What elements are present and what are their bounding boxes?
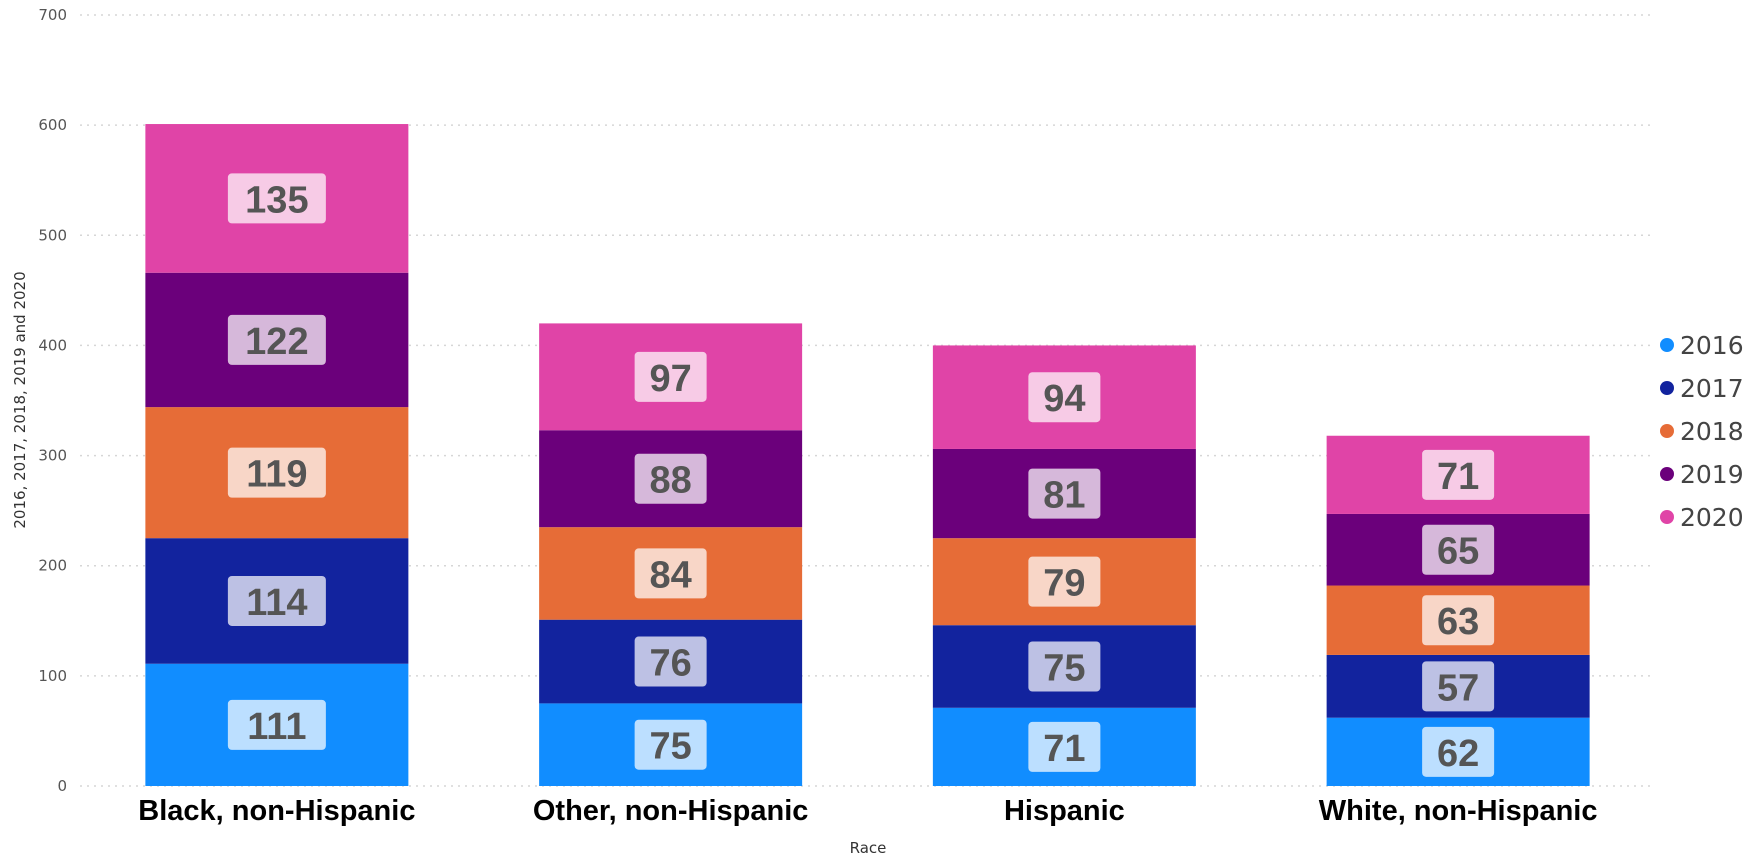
legend-label: 2017 xyxy=(1680,374,1744,403)
x-tick-label: Black, non-Hispanic xyxy=(138,795,415,827)
data-label-background xyxy=(227,575,326,626)
data-label: 111 xyxy=(247,706,306,748)
data-label: 119 xyxy=(246,454,307,496)
data-label-background xyxy=(227,447,326,498)
data-label-background xyxy=(227,699,326,750)
data-label: 62 xyxy=(1437,733,1479,775)
data-label: 57 xyxy=(1437,667,1479,709)
data-label: 63 xyxy=(1437,601,1479,643)
data-label-background xyxy=(1028,468,1101,519)
data-label: 75 xyxy=(1043,647,1085,689)
data-label: 71 xyxy=(1437,456,1479,498)
data-label: 114 xyxy=(246,582,307,624)
y-axis-title: 2016, 2017, 2018, 2019 and 2020 xyxy=(11,271,29,528)
bars: 111 114 119 122 135 75 76 84 88 97 71 75 79 81 94 62 57 6… xyxy=(145,124,1590,786)
x-tick-label: White, non-Hispanic xyxy=(1319,795,1598,827)
data-label: 76 xyxy=(649,643,691,685)
data-label: 75 xyxy=(649,726,691,768)
y-tick-label: 0 xyxy=(57,777,67,795)
data-label-background xyxy=(1028,372,1101,423)
x-tick-label: Other, non-Hispanic xyxy=(533,795,809,827)
data-label-background xyxy=(1422,524,1495,575)
y-tick-label: 200 xyxy=(38,557,67,575)
legend-label: 2018 xyxy=(1680,417,1744,446)
data-label-background xyxy=(227,314,326,365)
legend-marker xyxy=(1660,381,1674,395)
data-label: 84 xyxy=(649,554,691,596)
x-axis-title: Race xyxy=(850,839,887,856)
legend-marker xyxy=(1660,338,1674,352)
data-label-background xyxy=(1422,726,1495,777)
y-axis-ticks: 0 100 200 300 400 500 600 700 xyxy=(38,6,67,795)
data-label-background xyxy=(634,548,707,599)
data-label-background xyxy=(1028,556,1101,607)
data-label-background xyxy=(634,351,707,402)
data-label-background xyxy=(1422,449,1495,500)
x-axis-ticks: Black, non-Hispanic Other, non-Hispanic Hi… xyxy=(138,795,1597,827)
data-label-background xyxy=(1028,721,1101,772)
data-label-background xyxy=(634,453,707,504)
data-label-background xyxy=(1422,595,1495,646)
data-label: 135 xyxy=(245,179,308,221)
data-label: 97 xyxy=(649,358,691,400)
data-label: 88 xyxy=(649,460,691,502)
y-tick-label: 300 xyxy=(38,447,67,465)
y-tick-label: 400 xyxy=(38,336,67,354)
y-tick-label: 600 xyxy=(38,116,67,134)
y-tick-label: 100 xyxy=(38,667,67,685)
legend-label: 2019 xyxy=(1680,460,1744,489)
legend-label: 2020 xyxy=(1680,503,1744,532)
legend-marker xyxy=(1660,424,1674,438)
legend: 2016 2017 2018 2019 2020 xyxy=(1660,331,1744,532)
data-label-background xyxy=(227,173,326,224)
data-label: 79 xyxy=(1043,563,1085,605)
data-label: 71 xyxy=(1043,728,1085,770)
data-label: 122 xyxy=(245,321,308,363)
data-label-background xyxy=(634,636,707,687)
legend-label: 2016 xyxy=(1680,331,1744,360)
legend-marker xyxy=(1660,510,1674,524)
data-label: 65 xyxy=(1437,531,1479,573)
data-label-background xyxy=(1422,661,1495,712)
data-label-background xyxy=(1028,641,1101,692)
data-label: 94 xyxy=(1043,378,1085,420)
data-label: 81 xyxy=(1043,475,1085,517)
x-tick-label: Hispanic xyxy=(1004,795,1125,827)
y-tick-label: 500 xyxy=(38,226,67,244)
y-tick-label: 700 xyxy=(38,6,67,24)
data-label-background xyxy=(634,719,707,770)
legend-marker xyxy=(1660,467,1674,481)
